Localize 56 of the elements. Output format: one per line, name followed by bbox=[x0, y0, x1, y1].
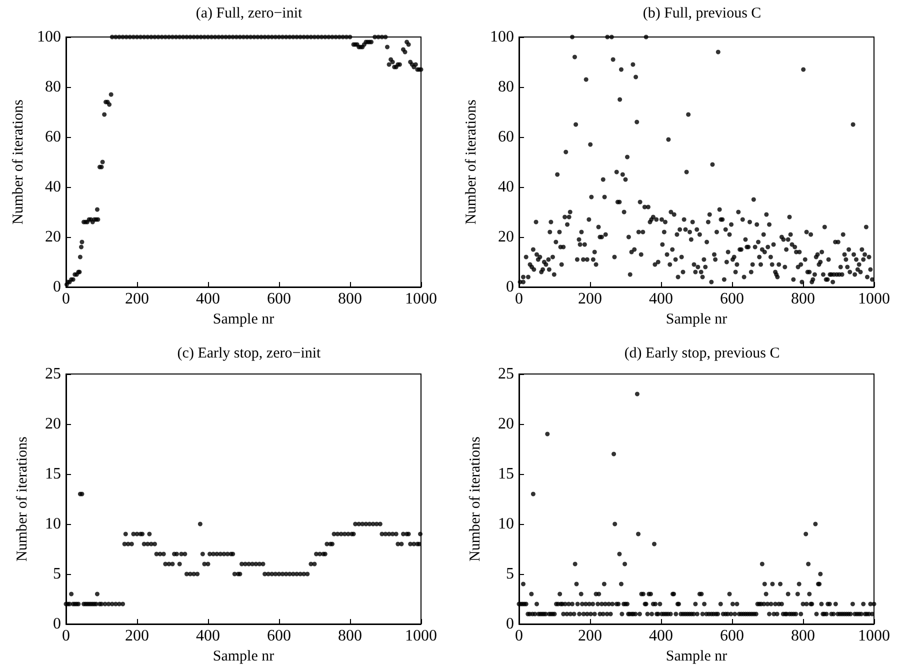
y-tick-label: 15 bbox=[498, 466, 514, 482]
x-tick-label: 200 bbox=[578, 290, 602, 308]
y-tick-label: 80 bbox=[45, 78, 61, 96]
y-tick-label: 15 bbox=[45, 466, 61, 482]
y-tick-label: 10 bbox=[498, 516, 514, 532]
x-tick-label: 400 bbox=[196, 290, 220, 308]
y-tick-label: 0 bbox=[506, 278, 514, 296]
y-tick-label: 60 bbox=[45, 128, 61, 146]
y-tick-label: 40 bbox=[498, 178, 514, 196]
y-tick-label: 0 bbox=[53, 616, 61, 632]
x-tick-label: 200 bbox=[125, 628, 149, 644]
x-tick-label: 600 bbox=[267, 290, 291, 308]
chart-title: (a) Full, zero−init bbox=[196, 6, 303, 22]
x-tick-label: 1000 bbox=[405, 628, 437, 644]
x-axis-title: Sample nr bbox=[212, 311, 274, 328]
chart-title: (d) Early stop, previous C bbox=[624, 346, 780, 362]
y-axis-title: Number of iterations bbox=[468, 436, 484, 562]
y-tick-label: 25 bbox=[45, 366, 61, 382]
y-tick-label: 20 bbox=[498, 416, 514, 432]
x-tick-label: 200 bbox=[578, 628, 602, 644]
x-tick-label: 800 bbox=[791, 628, 815, 644]
y-tick-label: 0 bbox=[506, 616, 514, 632]
y-tick-label: 60 bbox=[498, 128, 514, 146]
x-tick-label: 800 bbox=[791, 290, 815, 308]
y-tick-label: 20 bbox=[45, 416, 61, 432]
x-axis-title: Sample nr bbox=[666, 648, 728, 664]
y-tick-label: 20 bbox=[45, 228, 61, 246]
x-tick-label: 400 bbox=[649, 628, 673, 644]
x-tick-label: 1000 bbox=[405, 290, 437, 308]
x-tick-label: 600 bbox=[720, 290, 744, 308]
y-axis-title: Number of iterations bbox=[10, 99, 27, 224]
chart-title: (c) Early stop, zero−init bbox=[177, 346, 322, 362]
y-tick-label: 5 bbox=[506, 566, 514, 582]
x-tick-label: 1000 bbox=[858, 628, 890, 644]
x-tick-label: 600 bbox=[267, 628, 291, 644]
y-tick-label: 5 bbox=[53, 566, 61, 582]
x-tick-label: 400 bbox=[196, 628, 220, 644]
chart-title: (b) Full, previous C bbox=[642, 6, 762, 22]
x-axis-title: Sample nr bbox=[666, 311, 728, 328]
y-tick-label: 100 bbox=[490, 28, 514, 46]
y-axis-title: Number of iterations bbox=[14, 436, 30, 562]
x-tick-label: 1000 bbox=[858, 290, 890, 308]
x-tick-label: 800 bbox=[338, 628, 362, 644]
y-tick-label: 20 bbox=[498, 228, 514, 246]
y-tick-label: 0 bbox=[53, 278, 61, 296]
y-axis-title: Number of iterations bbox=[464, 99, 480, 224]
x-tick-label: 400 bbox=[649, 290, 673, 308]
y-tick-label: 100 bbox=[37, 28, 61, 46]
x-tick-label: 800 bbox=[338, 290, 362, 308]
y-tick-label: 80 bbox=[498, 78, 514, 96]
x-tick-label: 600 bbox=[720, 628, 744, 644]
x-tick-label: 200 bbox=[125, 290, 149, 308]
y-tick-label: 25 bbox=[498, 366, 514, 382]
y-tick-label: 10 bbox=[45, 516, 61, 532]
x-axis-title: Sample nr bbox=[212, 648, 274, 664]
y-tick-label: 40 bbox=[45, 178, 61, 196]
